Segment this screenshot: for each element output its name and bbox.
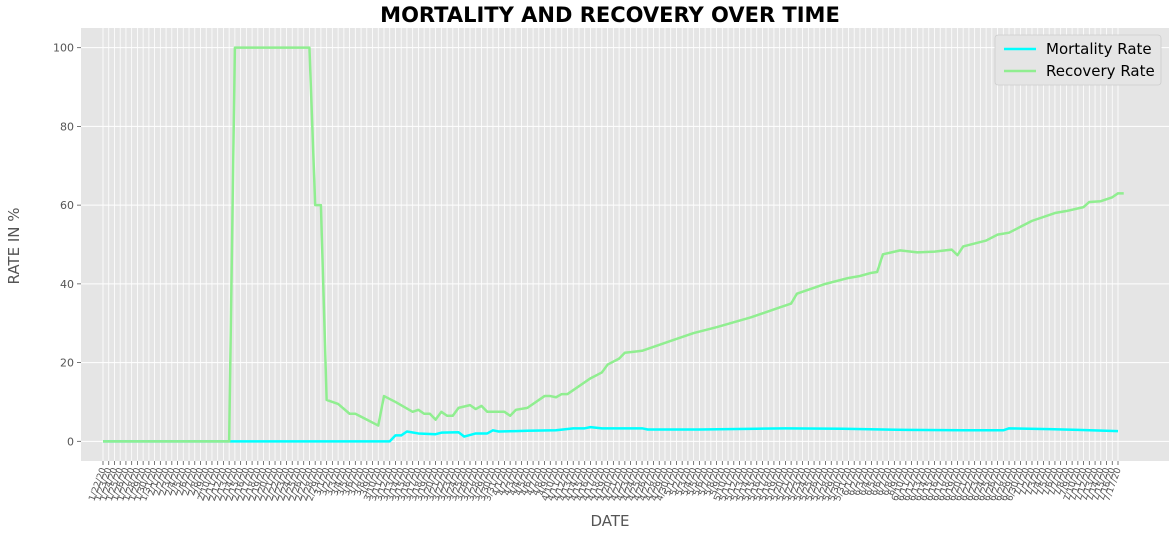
y-tick-label: 20 (60, 357, 74, 370)
chart-title: MORTALITY AND RECOVERY OVER TIME (380, 3, 840, 27)
series-lines (103, 46, 1124, 443)
y-tick-label: 100 (53, 42, 74, 55)
y-tick-label: 80 (60, 120, 74, 133)
series-line-recovery-rate (103, 46, 1124, 443)
legend-label-mortality: Mortality Rate (1046, 40, 1152, 58)
y-axis-label: RATE IN % (5, 208, 23, 285)
y-tick-label: 60 (60, 199, 74, 212)
grid (81, 28, 1169, 461)
x-axis-label: DATE (590, 512, 629, 530)
x-ticks: 1/22/201/23/201/24/201/25/201/26/201/27/… (88, 461, 1124, 503)
legend-box (994, 34, 1162, 86)
y-tick-label: 40 (60, 278, 74, 291)
y-ticks: 0 20 40 60 80 100 (53, 42, 81, 448)
legend-label-recovery: Recovery Rate (1046, 62, 1155, 80)
legend: Mortality Rate Recovery Rate (994, 34, 1162, 86)
series-line-mortality-rate (103, 425, 1119, 443)
y-tick-label: 0 (67, 435, 74, 448)
